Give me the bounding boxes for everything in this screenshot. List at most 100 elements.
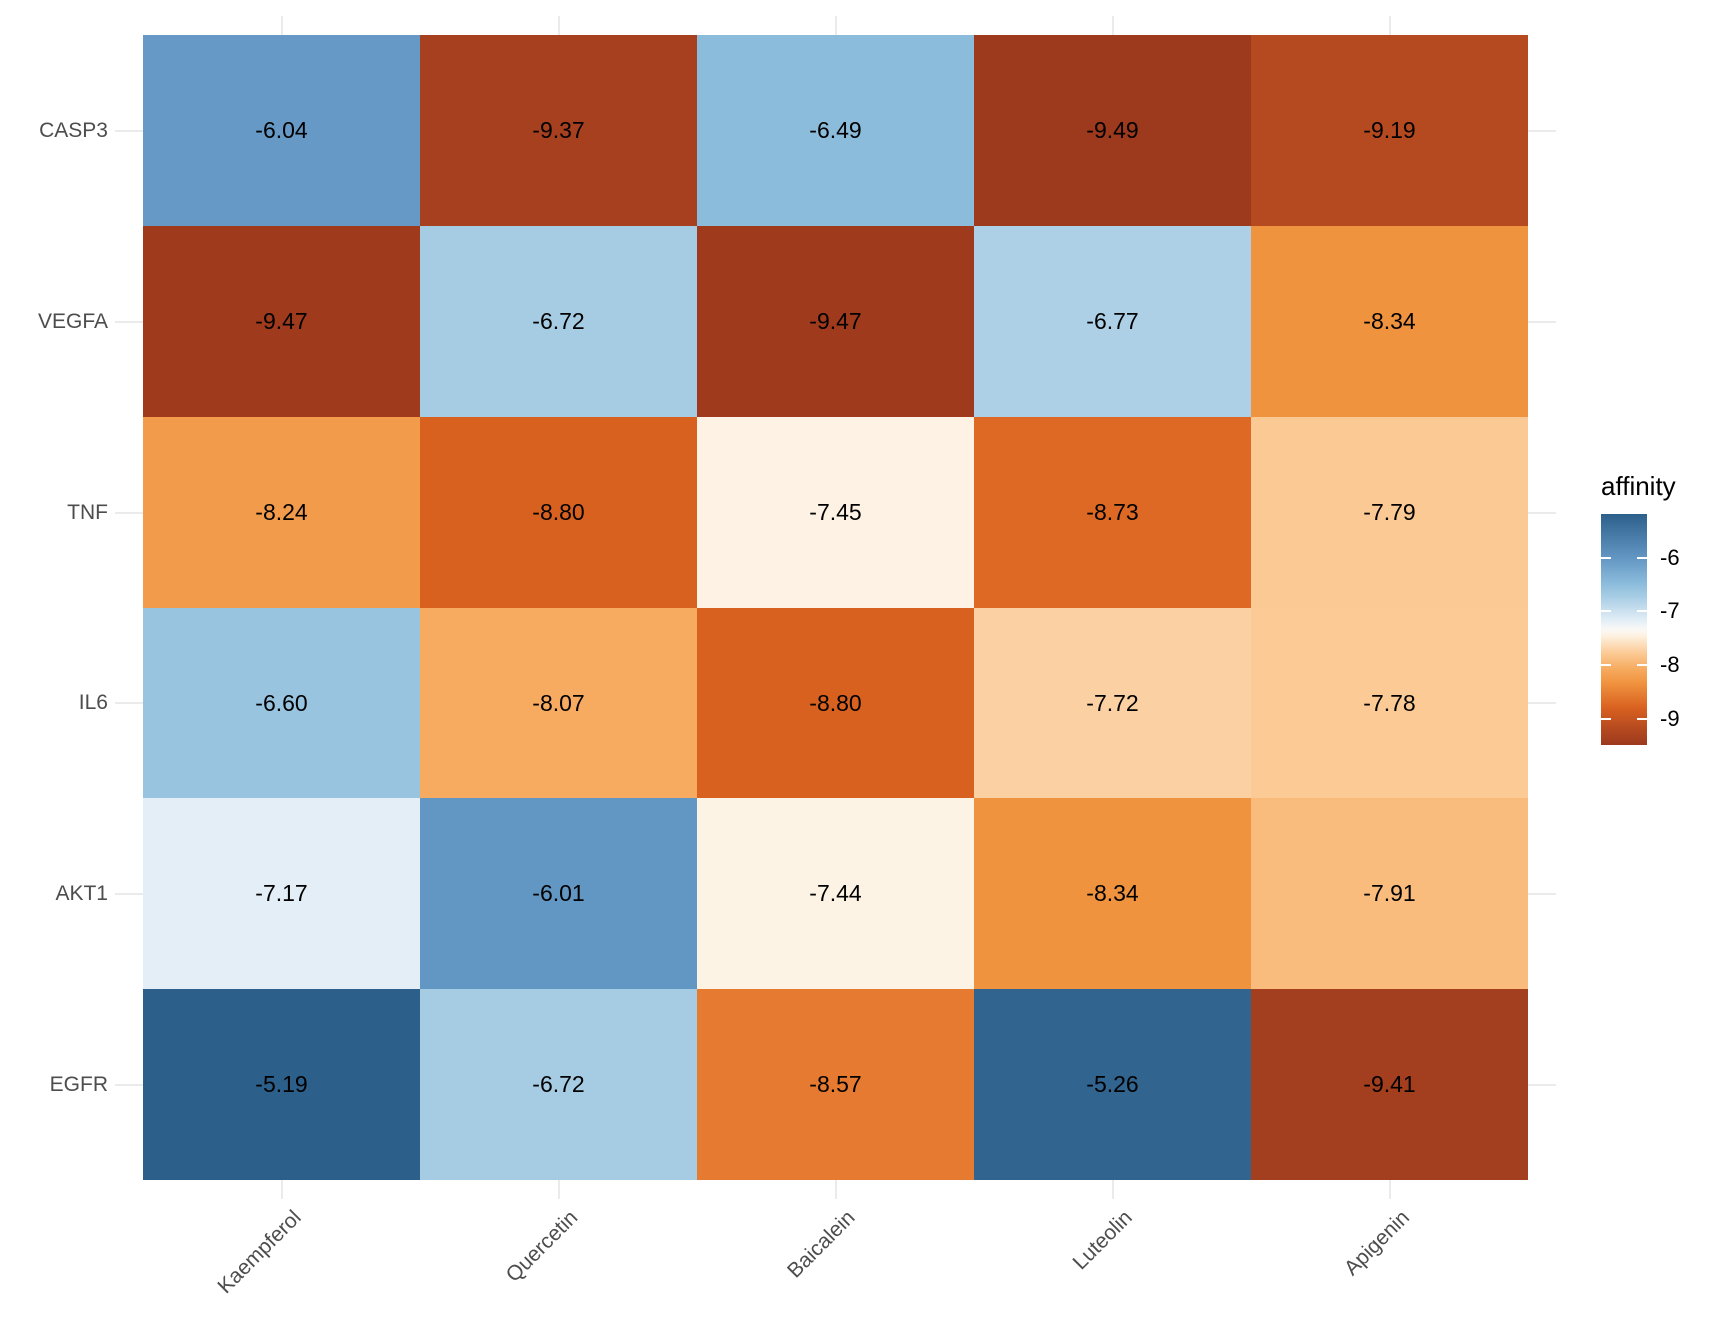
cell-value: -6.77	[1086, 308, 1139, 334]
legend-tick-mark	[1637, 717, 1647, 720]
grid-stub	[1111, 16, 1114, 35]
grid-stub	[557, 16, 560, 35]
grid-stub	[115, 892, 143, 895]
legend-colorbar	[1601, 514, 1647, 745]
legend-tick-mark	[1637, 556, 1647, 559]
cell-value: -9.19	[1363, 117, 1416, 143]
heatmap-cell: -6.01	[420, 798, 697, 989]
cell-value: -5.26	[1086, 1071, 1139, 1097]
heatmap-cell: -9.49	[974, 35, 1251, 226]
heatmap-cell: -6.49	[697, 35, 974, 226]
legend-tick-mark	[1601, 663, 1611, 666]
y-axis-label: TNF	[67, 500, 108, 524]
cell-value: -7.45	[809, 499, 862, 525]
y-axis-label: CASP3	[39, 118, 108, 142]
legend-tick-mark	[1637, 610, 1647, 613]
heatmap-cell: -7.72	[974, 608, 1251, 798]
cell-value: -8.80	[532, 499, 585, 525]
cell-value: -7.78	[1363, 689, 1416, 716]
grid-stub	[1528, 892, 1556, 895]
legend-tick-mark	[1601, 610, 1611, 613]
cell-value: -6.72	[532, 308, 585, 334]
grid-stub	[115, 511, 143, 514]
cell-value: -8.34	[1363, 308, 1416, 334]
x-axis-label: Luteolin	[1068, 1206, 1137, 1275]
cell-value: -9.49	[1086, 117, 1139, 143]
heatmap-cell: -6.04	[143, 35, 420, 226]
cell-value: -7.91	[1363, 880, 1416, 906]
grid-stub	[557, 1180, 560, 1199]
heatmap-cell: -5.26	[974, 989, 1251, 1180]
legend-tick-mark	[1601, 556, 1611, 559]
heatmap-cell: -7.17	[143, 798, 420, 989]
cell-value: -8.24	[255, 499, 308, 525]
legend-title: affinity	[1601, 471, 1676, 501]
cell-value: -9.47	[255, 308, 308, 334]
cell-value: -6.72	[532, 1071, 585, 1097]
x-axis-label: Apigenin	[1339, 1206, 1414, 1281]
grid-stub	[1528, 702, 1556, 704]
heatmap-cell: -7.44	[697, 798, 974, 989]
grid-stub	[1528, 320, 1556, 323]
heatmap-cell: -9.19	[1251, 35, 1528, 226]
cell-value: -8.34	[1086, 880, 1139, 906]
heatmap-cell: -8.34	[974, 798, 1251, 989]
grid-stub	[1388, 1180, 1391, 1199]
heatmap-cell: -8.57	[697, 989, 974, 1180]
grid-stub	[1528, 511, 1556, 514]
heatmap-cell: -7.45	[697, 417, 974, 608]
y-axis-label: EGFR	[49, 1072, 108, 1096]
x-axis-label: Quercetin	[502, 1206, 583, 1287]
y-axis-label: IL6	[78, 691, 108, 714]
cell-value: -9.37	[532, 117, 585, 143]
cell-value: -6.49	[809, 117, 862, 143]
grid-stub	[1528, 129, 1556, 132]
grid-stub	[280, 1180, 283, 1199]
x-axis-label: Kaempferol	[213, 1206, 306, 1299]
cell-value: -9.47	[809, 308, 862, 334]
cell-value: -6.04	[255, 117, 308, 143]
cell-value: -7.44	[809, 880, 862, 906]
grid-stub	[1388, 16, 1391, 35]
heatmap-cell: -5.19	[143, 989, 420, 1180]
legend-tick-mark	[1601, 717, 1611, 720]
cell-value: -7.79	[1363, 499, 1416, 525]
cell-value: -8.73	[1086, 499, 1139, 525]
heatmap-cell: -9.47	[697, 226, 974, 417]
grid-stub	[1111, 1180, 1114, 1199]
cell-value: -5.19	[255, 1071, 308, 1097]
heatmap-cell: -9.41	[1251, 989, 1528, 1180]
grid-stub	[115, 320, 143, 323]
grid-stub	[280, 16, 283, 35]
heatmap-cell: -8.34	[1251, 226, 1528, 417]
heatmap-cell: -7.91	[1251, 798, 1528, 989]
legend-tick-label: -6	[1660, 544, 1680, 570]
cell-value: -8.07	[532, 689, 585, 716]
heatmap-cell: -8.24	[143, 417, 420, 608]
x-axis-label: Baicalein	[783, 1206, 860, 1283]
y-axis-label: AKT1	[55, 881, 108, 905]
grid-stub	[115, 1083, 143, 1086]
cell-value: -6.60	[255, 689, 308, 716]
heatmap-cell: -6.72	[420, 989, 697, 1180]
heatmap-cell: -9.37	[420, 35, 697, 226]
heatmap-cell: -6.77	[974, 226, 1251, 417]
heatmap-cell: -8.80	[420, 417, 697, 608]
heatmap-cell: -8.73	[974, 417, 1251, 608]
cell-value: -8.80	[809, 689, 862, 716]
cell-value: -6.01	[532, 880, 585, 906]
grid-stub	[1528, 1083, 1556, 1086]
heatmap-cell: -9.47	[143, 226, 420, 417]
legend-tick-label: -9	[1660, 705, 1680, 731]
legend-tick-label: -8	[1660, 651, 1680, 677]
heatmap-cell: -6.72	[420, 226, 697, 417]
y-axis-label: VEGFA	[37, 309, 108, 333]
heatmap-cell: -7.78	[1251, 608, 1528, 798]
heatmap-cell: -8.80	[697, 608, 974, 798]
grid-stub	[834, 1180, 837, 1199]
heatmap-cell: -6.60	[143, 608, 420, 798]
cell-value: -8.57	[809, 1071, 862, 1097]
cell-value: -7.72	[1086, 689, 1139, 716]
legend-tick-label: -7	[1660, 598, 1680, 624]
